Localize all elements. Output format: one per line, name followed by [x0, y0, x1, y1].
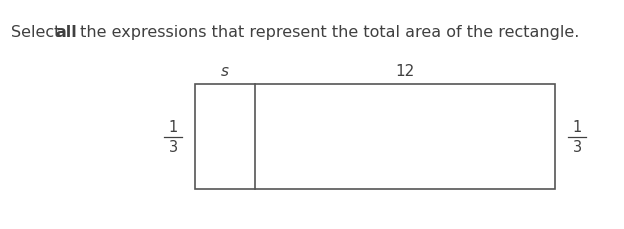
Text: 3: 3 — [572, 139, 582, 154]
Bar — [195, 85, 555, 189]
Text: s: s — [221, 64, 229, 79]
Text: all: all — [55, 25, 77, 40]
Text: 1: 1 — [572, 120, 582, 134]
Text: the expressions that represent the total area of the rectangle.: the expressions that represent the total… — [75, 25, 579, 40]
Text: 3: 3 — [168, 139, 178, 154]
Text: 12: 12 — [396, 64, 414, 79]
Text: 1: 1 — [168, 120, 178, 134]
Text: Select: Select — [11, 25, 66, 40]
